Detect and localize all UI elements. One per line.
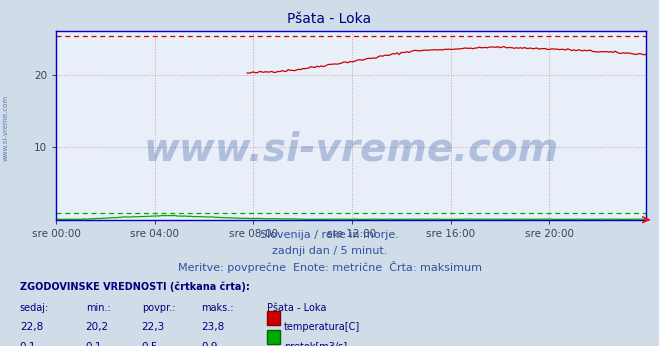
Text: www.si-vreme.com: www.si-vreme.com (143, 131, 559, 169)
Text: povpr.:: povpr.: (142, 303, 175, 313)
Text: pretok[m3/s]: pretok[m3/s] (284, 342, 347, 346)
Text: www.si-vreme.com: www.si-vreme.com (2, 95, 9, 161)
Text: 23,8: 23,8 (201, 322, 224, 333)
Text: Meritve: povprečne  Enote: metrične  Črta: maksimum: Meritve: povprečne Enote: metrične Črta:… (177, 261, 482, 273)
Text: Pšata - Loka: Pšata - Loka (287, 12, 372, 26)
Text: temperatura[C]: temperatura[C] (284, 322, 360, 333)
Text: ZGODOVINSKE VREDNOSTI (črtkana črta):: ZGODOVINSKE VREDNOSTI (črtkana črta): (20, 282, 250, 292)
Text: 0,1: 0,1 (86, 342, 102, 346)
Text: 0,5: 0,5 (142, 342, 158, 346)
Text: zadnji dan / 5 minut.: zadnji dan / 5 minut. (272, 246, 387, 256)
Text: Slovenija / reke in morje.: Slovenija / reke in morje. (260, 230, 399, 240)
Text: sedaj:: sedaj: (20, 303, 49, 313)
Text: 0,1: 0,1 (20, 342, 36, 346)
Text: min.:: min.: (86, 303, 111, 313)
Text: 22,8: 22,8 (20, 322, 43, 333)
Text: Pšata - Loka: Pšata - Loka (267, 303, 326, 313)
Text: maks.:: maks.: (201, 303, 233, 313)
Text: 0,9: 0,9 (201, 342, 217, 346)
Text: 22,3: 22,3 (142, 322, 165, 333)
Text: 20,2: 20,2 (86, 322, 109, 333)
